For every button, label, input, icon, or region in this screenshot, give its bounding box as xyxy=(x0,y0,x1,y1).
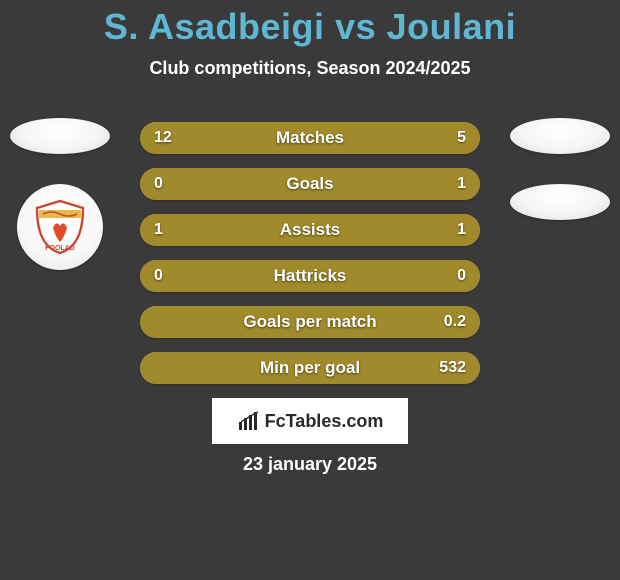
bar-track xyxy=(140,260,480,292)
stat-row: 11Assists xyxy=(140,214,480,246)
bar-track xyxy=(140,214,480,246)
page-title: S. Asadbeigi vs Joulani xyxy=(0,0,620,48)
club-badge-left: FOOLAD xyxy=(17,184,103,270)
page-subtitle: Club competitions, Season 2024/2025 xyxy=(0,58,620,79)
stat-row: 00Hattricks xyxy=(140,260,480,292)
comparison-bars: 125Matches 01Goals 11Assists 00Hattricks 0.2… xyxy=(140,122,480,384)
stat-row: 125Matches xyxy=(140,122,480,154)
right-column xyxy=(500,118,620,220)
stat-row: 0.2Goals per match xyxy=(140,306,480,338)
foolad-crest-icon: FOOLAD xyxy=(31,198,89,256)
bar-fill-right xyxy=(310,260,480,292)
stat-row: 532Min per goal xyxy=(140,352,480,384)
bar-fill-right xyxy=(310,352,480,384)
player-right-name: Joulani xyxy=(387,6,517,47)
bar-fill-left xyxy=(140,306,310,338)
bar-track xyxy=(140,352,480,384)
site-logo: FcTables.com xyxy=(212,398,408,444)
chart-icon xyxy=(237,410,259,432)
bar-fill-right xyxy=(310,214,480,246)
bar-track xyxy=(140,168,480,200)
bar-fill-right xyxy=(371,122,480,154)
player-left-name: S. Asadbeigi xyxy=(104,6,325,47)
comparison-infographic: S. Asadbeigi vs Joulani Club competition… xyxy=(0,0,620,580)
bar-fill-right xyxy=(201,168,480,200)
bar-track xyxy=(140,306,480,338)
club-right-placeholder xyxy=(510,184,610,220)
bar-fill-right xyxy=(310,306,480,338)
bar-fill-left xyxy=(140,168,201,200)
generated-date: 23 january 2025 xyxy=(0,454,620,475)
vs-word: vs xyxy=(335,6,376,47)
club-badge-text: FOOLAD xyxy=(45,245,75,252)
site-name: FcTables.com xyxy=(265,411,384,432)
stat-row: 01Goals xyxy=(140,168,480,200)
bar-fill-left xyxy=(140,214,310,246)
bar-track xyxy=(140,122,480,154)
bar-fill-left xyxy=(140,260,310,292)
player-right-placeholder xyxy=(510,118,610,154)
bar-fill-left xyxy=(140,122,371,154)
bar-fill-left xyxy=(140,352,310,384)
player-left-placeholder xyxy=(10,118,110,154)
left-column: FOOLAD xyxy=(0,118,120,270)
